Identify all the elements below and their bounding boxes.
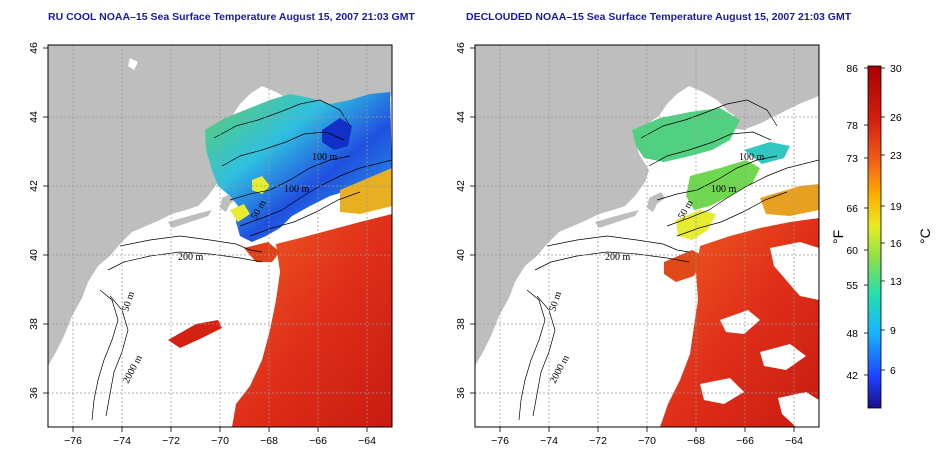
fahrenheit-tick-label: 78 <box>846 120 858 132</box>
y-tick-label: 46 <box>28 42 40 54</box>
contour-label: 200 m <box>178 252 204 263</box>
y-tick-label: 44 <box>28 111 40 123</box>
contour-label: 100 m <box>312 152 338 163</box>
celsius-tick-label: 13 <box>890 276 902 288</box>
y-tick-label: 38 <box>455 318 467 330</box>
right-map-title: DECLOUDED NOAA–15 Sea Surface Temperatur… <box>466 11 852 23</box>
left-map: 100 m 100 m 50 m 200 m 50 m 2000 m −76 −7… <box>28 42 393 447</box>
colorbar-gradient <box>867 65 882 409</box>
y-tick-label: 36 <box>28 387 40 399</box>
right-gridlines <box>475 45 819 427</box>
fahrenheit-tick-label: 48 <box>846 328 858 340</box>
fahrenheit-unit-label: °F <box>830 230 846 244</box>
x-tick-label: −64 <box>358 435 376 447</box>
celsius-tick-label: 30 <box>890 63 902 75</box>
y-tick-label: 42 <box>455 180 467 192</box>
y-tick-label: 38 <box>28 318 40 330</box>
x-tick-label: −76 <box>491 435 509 447</box>
celsius-tick-label: 9 <box>890 325 896 337</box>
contour-label: 100 m <box>711 184 737 195</box>
land-area <box>475 45 819 366</box>
contour-label: 200 m <box>605 252 631 263</box>
long-island-land <box>595 210 639 228</box>
fahrenheit-tick-label: 73 <box>846 153 858 165</box>
land-area <box>48 45 392 366</box>
fahrenheit-tick-label: 55 <box>846 280 858 292</box>
fahrenheit-tick-label: 86 <box>846 63 858 75</box>
sst-warm-water <box>232 214 392 427</box>
y-tick-label: 46 <box>455 42 467 54</box>
x-tick-label: −74 <box>540 435 558 447</box>
nova-scotia-land <box>727 80 819 130</box>
colorbar: 86 78 73 66 60 55 48 42 30 26 23 19 16 13 9 6 °F °C <box>830 63 933 409</box>
celsius-tick-label: 26 <box>890 112 902 124</box>
x-tick-label: −76 <box>64 435 82 447</box>
celsius-unit-label: °C <box>917 228 933 244</box>
x-tick-label: −70 <box>638 435 656 447</box>
celsius-tick-label: 23 <box>890 150 902 162</box>
y-tick-label: 44 <box>455 111 467 123</box>
celsius-tick-label: 16 <box>890 238 902 250</box>
x-tick-label: −74 <box>113 435 131 447</box>
celsius-tick-label: 19 <box>890 201 902 213</box>
x-tick-label: −66 <box>736 435 754 447</box>
celsius-tick-label: 6 <box>890 365 896 377</box>
cape-cod-land <box>647 192 665 212</box>
contour-label: 100 m <box>284 184 310 195</box>
x-tick-label: −72 <box>589 435 607 447</box>
fahrenheit-tick-label: 60 <box>846 245 858 257</box>
y-tick-label: 36 <box>455 387 467 399</box>
x-tick-label: −68 <box>260 435 278 447</box>
contour-label: 100 m <box>739 152 765 163</box>
left-gridlines <box>48 45 392 427</box>
y-tick-label: 40 <box>455 249 467 261</box>
x-tick-label: −72 <box>162 435 180 447</box>
colorbar-ticks: 86 78 73 66 60 55 48 42 30 26 23 19 16 13 9 6 <box>846 63 902 382</box>
x-tick-label: −68 <box>687 435 705 447</box>
sst-cool-water <box>632 108 740 162</box>
y-tick-label: 40 <box>28 249 40 261</box>
long-island-land <box>168 210 212 228</box>
x-tick-label: −64 <box>785 435 803 447</box>
fahrenheit-tick-label: 42 <box>846 370 858 382</box>
x-tick-label: −66 <box>309 435 327 447</box>
fahrenheit-tick-label: 66 <box>846 203 858 215</box>
y-tick-label: 42 <box>28 180 40 192</box>
right-map: 100 m 100 m 50 m 200 m 50 m 2000 m −76 −7… <box>455 42 820 447</box>
left-map-title: RU COOL NOAA–15 Sea Surface Temperature … <box>48 11 415 23</box>
x-tick-label: −70 <box>211 435 229 447</box>
left-axes: −76 −74 −72 −70 −68 −66 −64 36 38 40 42 44 46 <box>28 42 376 447</box>
right-axes: −76 −74 −72 −70 −68 −66 −64 36 38 40 42 44 46 <box>455 42 803 447</box>
